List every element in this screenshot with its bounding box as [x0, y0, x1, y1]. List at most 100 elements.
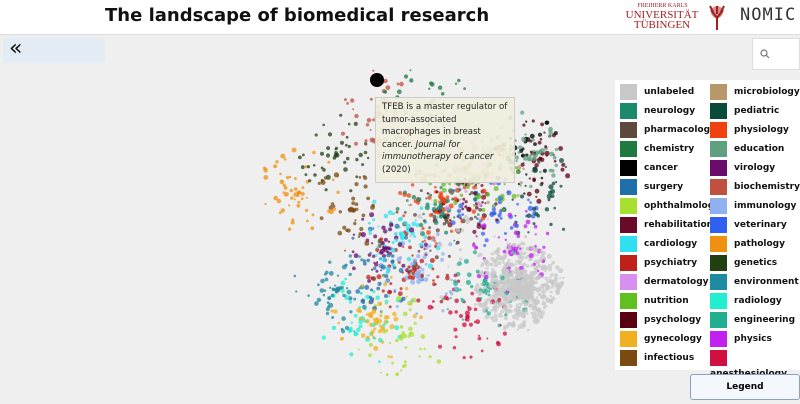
legend-item[interactable]: pharmacology: [620, 122, 716, 138]
legend-item[interactable]: neurology: [620, 103, 695, 119]
point: [328, 271, 334, 276]
legend-item[interactable]: surgery: [620, 179, 683, 195]
point: [499, 217, 503, 220]
legend-item[interactable]: biochemistry: [710, 179, 800, 195]
legend-item[interactable]: gynecology: [620, 331, 702, 347]
legend-button[interactable]: Legend: [690, 374, 800, 400]
point: [489, 211, 495, 217]
point: [485, 260, 489, 264]
point: [437, 85, 443, 90]
legend-item[interactable]: pediatric: [710, 103, 779, 119]
legend-label: dermatology: [644, 277, 709, 287]
point: [476, 291, 478, 294]
point: [482, 196, 485, 199]
point: [377, 318, 383, 324]
legend-item[interactable]: engineering: [710, 312, 795, 328]
legend-item[interactable]: virology: [710, 160, 775, 176]
selected-point[interactable]: [370, 73, 384, 87]
point: [328, 208, 334, 215]
legend-item[interactable]: infectious: [620, 350, 694, 366]
legend-item[interactable]: psychology: [620, 312, 701, 328]
point: [497, 306, 500, 309]
point: [502, 279, 506, 283]
point: [460, 298, 466, 303]
point: [385, 320, 389, 324]
legend-item[interactable]: psychiatry: [620, 255, 697, 271]
point: [456, 215, 459, 218]
point: [480, 184, 484, 187]
legend-item[interactable]: chemistry: [620, 141, 694, 157]
legend-item[interactable]: physics: [710, 331, 772, 347]
legend-item[interactable]: environment: [710, 274, 799, 290]
legend-item[interactable]: ophthalmology: [620, 198, 720, 214]
point: [397, 242, 403, 248]
point: [372, 69, 375, 72]
point: [419, 206, 424, 210]
legend-item[interactable]: nutrition: [620, 293, 689, 309]
point: [432, 279, 435, 282]
legend-item[interactable]: cardiology: [620, 236, 697, 252]
point: [328, 286, 332, 289]
point: [389, 222, 394, 227]
point: [561, 162, 566, 167]
point: [484, 281, 489, 286]
point: [376, 261, 379, 264]
search-button[interactable]: [752, 38, 800, 70]
point: [530, 214, 536, 219]
legend-item[interactable]: unlabeled: [620, 84, 694, 100]
legend-item[interactable]: rehabilitation: [620, 217, 713, 233]
legend-item[interactable]: pathology: [710, 236, 785, 252]
point: [417, 213, 422, 219]
legend-item[interactable]: education: [710, 141, 784, 157]
legend-item[interactable]: cancer: [620, 160, 678, 176]
point: [454, 310, 459, 314]
point: [541, 287, 545, 291]
legend-swatch: [710, 293, 727, 309]
point: [399, 233, 405, 239]
point: [320, 180, 326, 185]
legend-item[interactable]: genetics: [710, 255, 777, 271]
legend-item[interactable]: physiology: [710, 122, 789, 138]
point: [499, 287, 503, 290]
point: [326, 301, 330, 305]
legend-item[interactable]: anesthesiology: [710, 350, 800, 379]
legend-item[interactable]: microbiology: [710, 84, 800, 100]
point: [297, 200, 301, 204]
point: [500, 294, 504, 298]
legend-item[interactable]: immunology: [710, 198, 796, 214]
point: [364, 139, 368, 143]
point: [472, 204, 476, 207]
legend-item[interactable]: dermatology: [620, 274, 709, 290]
legend-swatch: [620, 331, 637, 347]
point: [368, 221, 371, 225]
point: [382, 245, 385, 249]
point: [519, 247, 522, 250]
point: [554, 147, 559, 152]
back-button[interactable]: «: [3, 38, 105, 63]
point: [436, 207, 439, 211]
legend-item[interactable]: radiology: [710, 293, 782, 309]
point: [365, 294, 370, 300]
point: [408, 308, 412, 312]
point: [413, 262, 416, 265]
point: [340, 280, 346, 286]
point: [502, 301, 507, 306]
point: [516, 328, 520, 331]
point: [346, 228, 351, 233]
point: [511, 314, 518, 320]
point: [339, 150, 343, 154]
point: [389, 252, 392, 255]
point: [550, 194, 555, 199]
point: [324, 277, 329, 282]
point: [362, 175, 366, 178]
point: [561, 227, 566, 231]
point: [357, 348, 360, 351]
point: [402, 245, 405, 248]
point: [291, 147, 297, 153]
legend-item[interactable]: veterinary: [710, 217, 787, 233]
tooltip-year: (2020): [382, 164, 411, 175]
point: [333, 309, 338, 314]
point: [423, 242, 428, 247]
point: [551, 181, 556, 186]
point: [470, 191, 474, 195]
